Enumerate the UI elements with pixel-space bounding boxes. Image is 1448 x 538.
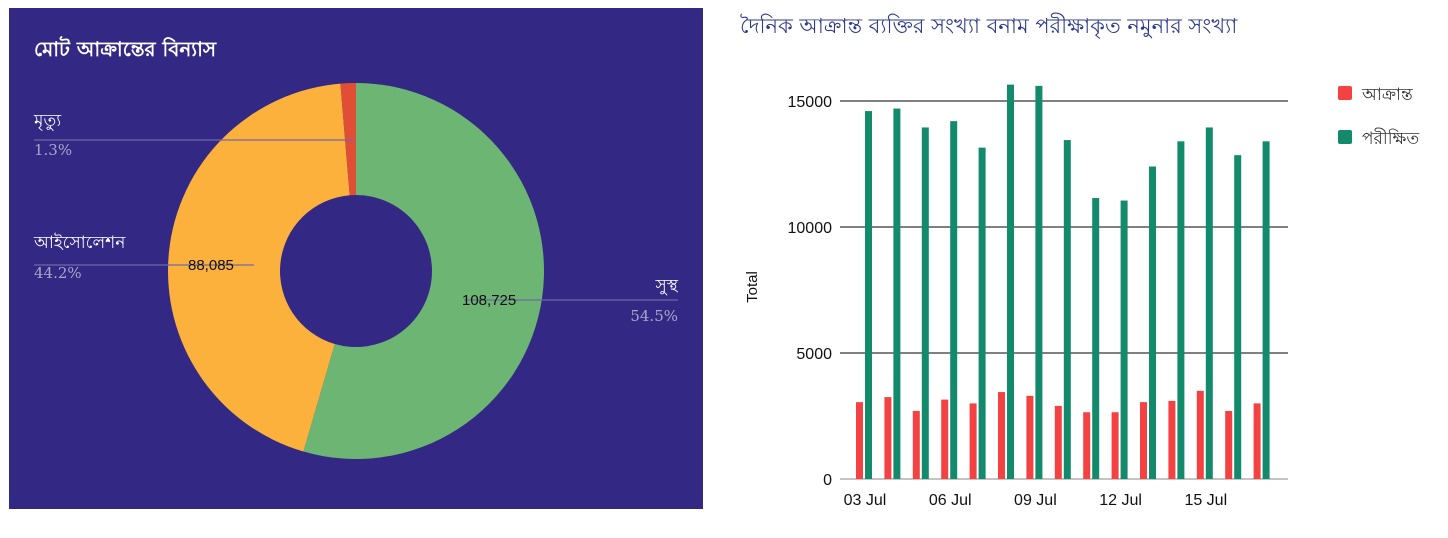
slice-value-label: 108,725 xyxy=(462,292,516,309)
bar-infected xyxy=(884,397,892,479)
legend-swatch xyxy=(1338,130,1352,144)
bar-chart: দৈনিক আক্রান্ত ব্যক্তির সংখ্যা বনাম পরীক… xyxy=(740,13,1419,509)
bar-chart-title: দৈনিক আক্রান্ত ব্যক্তির সংখ্যা বনাম পরীক… xyxy=(740,13,1238,39)
bar-infected xyxy=(1054,405,1062,479)
slice-percent-label: 1.3% xyxy=(34,141,72,159)
bar-infected xyxy=(912,410,920,479)
y-tick-label: 15000 xyxy=(788,94,833,111)
bar-tested xyxy=(1092,198,1100,479)
bar-tested xyxy=(1035,85,1043,479)
y-tick-label: 0 xyxy=(823,472,832,489)
donut-slice xyxy=(303,83,545,459)
bar-infected xyxy=(1026,395,1034,479)
bar-tested xyxy=(921,127,929,480)
legend-label: পরীক্ষিত xyxy=(1362,128,1419,149)
donut-chart: মোট আক্রান্তের বিন্যাস সুস্থ 54.5% আইসোলেশ… xyxy=(33,36,679,459)
legend-swatch xyxy=(1338,86,1352,100)
bar-tested xyxy=(893,108,901,479)
slice-name-label: সুস্থ xyxy=(655,276,679,296)
bar-tested xyxy=(1120,200,1128,480)
donut-slice xyxy=(168,83,350,452)
bar-infected xyxy=(1196,390,1204,479)
bar-infected xyxy=(998,392,1005,479)
x-tick-label: 06 Jul xyxy=(929,492,972,509)
bar-tested xyxy=(1234,155,1242,479)
slice-name-label: আইসোলেশন xyxy=(33,233,126,253)
donut-chart-panel: মোট আক্রান্তের বিন্যাস সুস্থ 54.5% আইসোলেশ… xyxy=(9,8,703,509)
y-tick-label: 10000 xyxy=(788,220,833,237)
x-tick-label: 15 Jul xyxy=(1184,492,1227,509)
slice-value-label: 88,085 xyxy=(188,257,234,274)
donut-slice xyxy=(340,83,356,196)
bar-tested xyxy=(1063,140,1071,479)
bar-infected xyxy=(1168,400,1176,479)
y-tick-label: 5000 xyxy=(796,346,832,363)
slice-percent-label: 54.5% xyxy=(630,307,678,325)
bar-tested xyxy=(1149,166,1156,479)
bar-chart-panel: দৈনিক আক্রান্ত ব্যক্তির সংখ্যা বনাম পরীক… xyxy=(720,0,1448,538)
bar-tested xyxy=(978,147,986,479)
bar-tested xyxy=(865,111,872,479)
bar-infected xyxy=(969,403,977,479)
bar-infected xyxy=(1083,412,1091,479)
bar-infected xyxy=(941,399,949,479)
x-tick-label: 03 Jul xyxy=(844,492,887,509)
y-axis-label: Total xyxy=(744,271,761,303)
legend-label: আক্রান্ত xyxy=(1361,85,1413,105)
donut-chart-title: মোট আক্রান্তের বিন্যাস xyxy=(34,36,217,61)
bar-infected xyxy=(856,402,863,479)
bar-tested xyxy=(1205,127,1213,480)
bar-tested xyxy=(1262,141,1270,479)
bar-infected xyxy=(1111,412,1119,479)
bar-tested xyxy=(1177,141,1185,479)
x-tick-label: 09 Jul xyxy=(1014,492,1057,509)
bar-infected xyxy=(1225,410,1233,479)
bar-infected xyxy=(1253,403,1261,479)
bar-infected xyxy=(1140,402,1147,479)
bar-tested xyxy=(1007,84,1014,480)
bar-tested xyxy=(950,121,958,479)
slice-percent-label: 44.2% xyxy=(34,264,82,282)
x-tick-label: 12 Jul xyxy=(1099,492,1142,509)
slice-name-label: মৃত্যু xyxy=(33,111,62,131)
